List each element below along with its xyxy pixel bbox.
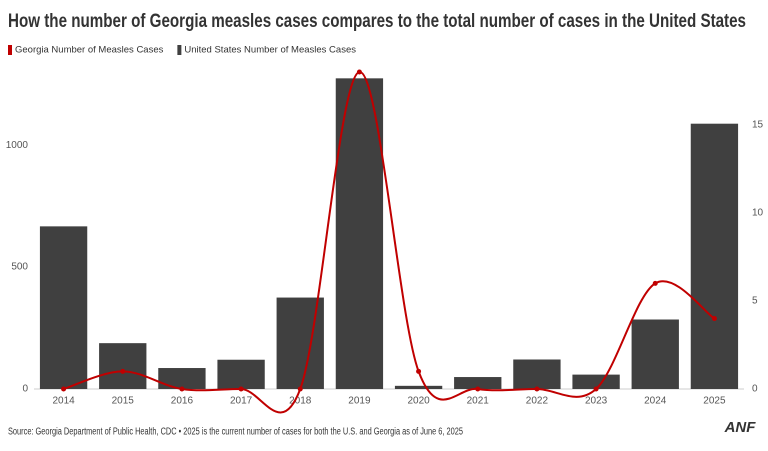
line xyxy=(63,71,716,414)
bar xyxy=(690,123,739,390)
source-note: Source: Georgia Department of Public Hea… xyxy=(8,427,463,438)
line-point xyxy=(238,386,244,392)
y-tick-label: 0 xyxy=(22,384,28,395)
x-tick-label: 2015 xyxy=(112,396,135,407)
line-point xyxy=(120,368,126,374)
x-tick-label: 2018 xyxy=(289,396,312,407)
line-point xyxy=(356,69,362,75)
x-tick-label: 2025 xyxy=(703,396,726,407)
legend-label: Georgia Number of Measles Cases xyxy=(15,45,164,56)
bar xyxy=(394,385,443,389)
y-tick-label: 500 xyxy=(11,262,28,273)
x-tick-label: 2019 xyxy=(348,396,371,407)
x-tick-label: 2017 xyxy=(230,396,253,407)
y2-tick-label: 0 xyxy=(752,384,758,395)
x-tick-label: 2021 xyxy=(467,396,490,407)
line-point xyxy=(179,386,185,392)
legend-swatch xyxy=(8,45,12,55)
bar xyxy=(513,359,561,389)
line-point xyxy=(61,386,67,392)
line-point xyxy=(534,386,540,392)
legend-swatch xyxy=(177,45,182,55)
y2-tick-label: 5 xyxy=(752,296,758,307)
bar xyxy=(631,319,679,389)
line-point xyxy=(593,386,599,392)
bar xyxy=(158,368,206,389)
bar xyxy=(572,374,620,389)
y2-tick-label: 10 xyxy=(752,208,764,219)
line-point xyxy=(297,386,303,392)
line-point xyxy=(711,316,717,322)
x-tick-label: 2022 xyxy=(526,396,549,407)
bar xyxy=(454,377,502,389)
line-point xyxy=(652,280,658,286)
line-point xyxy=(475,386,481,392)
x-tick-label: 2016 xyxy=(171,396,194,407)
x-tick-label: 2024 xyxy=(644,396,667,407)
x-tick-label: 2023 xyxy=(585,396,608,407)
bar xyxy=(39,226,88,389)
logo: ANF xyxy=(724,419,757,436)
x-tick-label: 2014 xyxy=(52,396,75,407)
line-point xyxy=(416,368,422,374)
y-tick-label: 1000 xyxy=(6,140,29,151)
bar xyxy=(99,343,147,389)
bar xyxy=(217,359,265,389)
y2-tick-label: 15 xyxy=(752,119,764,130)
chart-title: How the number of Georgia measles cases … xyxy=(8,11,746,32)
legend-label: United States Number of Measles Cases xyxy=(184,45,356,56)
bar xyxy=(335,78,384,389)
x-tick-label: 2020 xyxy=(407,396,430,407)
